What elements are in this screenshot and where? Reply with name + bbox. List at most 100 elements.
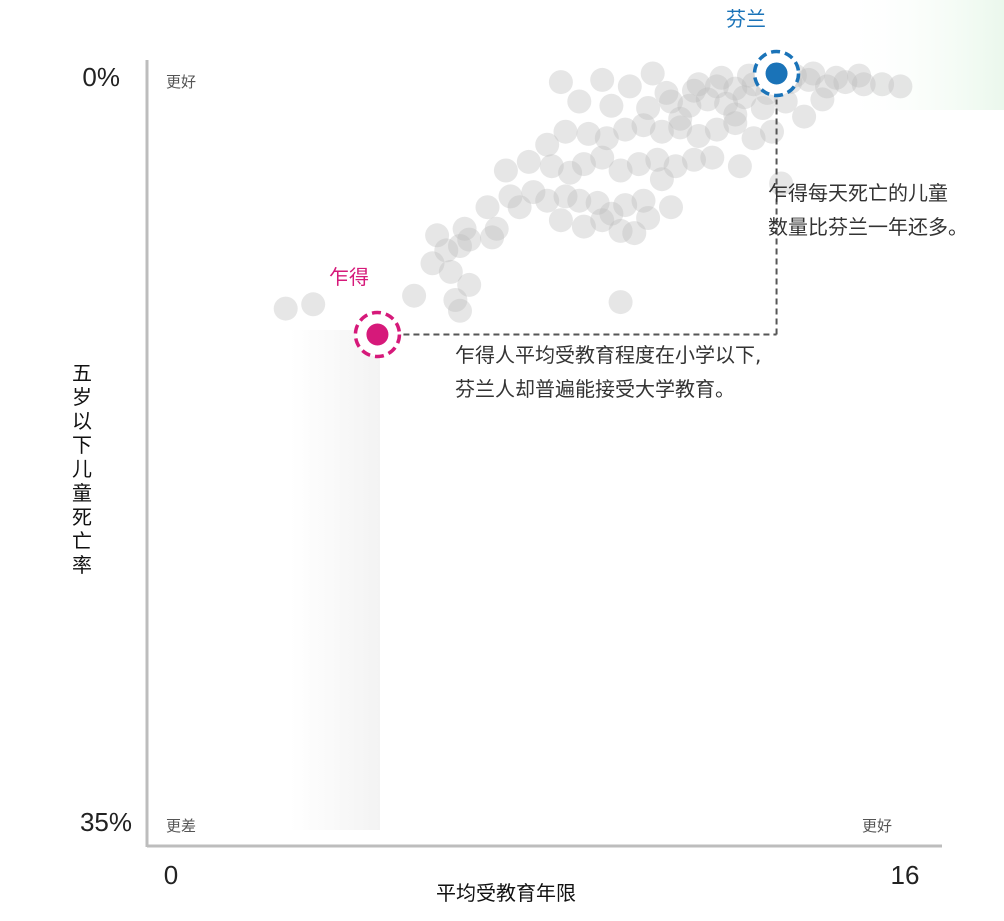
data-point-77 (723, 76, 748, 101)
data-point-26 (631, 188, 656, 213)
data-point-97 (548, 70, 573, 95)
data-point-49 (535, 132, 560, 157)
y-axis-title: 五岁以下儿童死亡率 (72, 361, 92, 577)
data-point-8 (434, 238, 459, 263)
data-point-41 (608, 158, 633, 183)
data-point-73 (810, 87, 835, 112)
corner-label-top-left: 更好 (166, 73, 196, 91)
data-point-51 (576, 121, 601, 146)
data-point-54 (631, 113, 656, 138)
data-point-9 (448, 234, 472, 258)
data-point-15 (608, 290, 633, 315)
data-point-87 (801, 61, 826, 86)
data-point-67 (695, 87, 720, 112)
annotation-1-line-2: 数量比芬兰一年还多。 (768, 215, 968, 239)
data-point-82 (815, 74, 839, 99)
data-point-70 (750, 96, 775, 120)
data-point-63 (599, 93, 624, 118)
highlighted-points (353, 49, 801, 359)
data-point-13 (484, 216, 509, 241)
connector-lines (403, 99, 778, 336)
data-point-17 (498, 184, 523, 209)
highlight-point-chad (366, 323, 389, 346)
data-point-47 (727, 154, 752, 179)
data-point-90 (709, 65, 734, 90)
data-point-55 (649, 119, 674, 144)
x-axis-title: 平均受教育年限 (436, 881, 576, 905)
data-point-88 (824, 65, 849, 90)
data-point-14 (480, 225, 505, 250)
data-point-33 (636, 206, 661, 230)
background-glow (840, 0, 1004, 110)
data-point-83 (833, 70, 858, 95)
data-point-16 (475, 195, 500, 220)
data-point-2 (402, 283, 427, 308)
data-point-50 (553, 119, 578, 144)
data-point-86 (888, 74, 913, 99)
data-point-66 (677, 93, 702, 118)
data-point-98 (723, 102, 748, 127)
data-point-69 (732, 85, 757, 110)
country-label-finland: 芬兰 (726, 7, 766, 31)
data-point-48 (769, 171, 794, 196)
data-point-53 (613, 117, 638, 142)
data-point-4 (448, 298, 472, 323)
data-point-64 (636, 96, 661, 120)
data-point-39 (571, 152, 596, 177)
data-point-85 (870, 72, 895, 97)
data-point-20 (535, 188, 560, 213)
data-point-52 (594, 126, 619, 151)
data-point-10 (457, 227, 482, 252)
highlight-point-finland (765, 62, 788, 85)
data-point-93 (686, 72, 711, 97)
data-point-32 (622, 221, 647, 246)
data-point-46 (700, 145, 725, 170)
data-point-0 (273, 296, 298, 321)
data-point-3 (443, 288, 468, 312)
background-points (273, 61, 913, 323)
data-point-24 (599, 201, 624, 226)
data-point-5 (457, 272, 482, 297)
data-point-11 (425, 223, 450, 248)
data-point-44 (663, 154, 688, 179)
data-point-84 (851, 72, 876, 97)
data-point-28 (548, 208, 573, 233)
data-point-31 (608, 218, 633, 243)
data-point-38 (558, 160, 583, 185)
data-point-21 (553, 184, 578, 209)
x-tick-left: 0 (164, 860, 178, 890)
data-point-56 (668, 115, 693, 140)
y-tick-bottom: 35% (80, 807, 132, 837)
data-point-95 (590, 67, 615, 92)
data-point-62 (567, 89, 592, 114)
data-point-89 (847, 63, 872, 88)
data-point-42 (626, 152, 651, 177)
data-point-43 (645, 147, 670, 172)
country-label-chad: 乍得 (329, 265, 369, 289)
data-point-45 (682, 147, 706, 172)
data-point-34 (659, 195, 683, 220)
data-point-61 (760, 119, 784, 144)
data-point-59 (723, 111, 748, 136)
data-point-7 (420, 251, 445, 276)
data-point-99 (668, 106, 693, 131)
data-point-22 (567, 188, 592, 213)
data-point-76 (704, 74, 729, 99)
data-point-18 (507, 195, 532, 220)
data-point-30 (590, 208, 615, 233)
data-point-12 (452, 216, 477, 241)
data-point-81 (796, 67, 821, 92)
data-point-35 (493, 158, 518, 183)
data-point-58 (704, 117, 729, 142)
data-point-36 (516, 149, 541, 174)
data-point-1 (301, 292, 326, 317)
data-point-40 (590, 145, 615, 170)
corner-label-bottom-right: 更好 (862, 817, 892, 835)
background-band (290, 330, 380, 830)
data-point-68 (714, 91, 739, 116)
data-point-65 (659, 89, 683, 114)
data-point-74 (654, 80, 679, 105)
data-point-25 (613, 193, 638, 218)
